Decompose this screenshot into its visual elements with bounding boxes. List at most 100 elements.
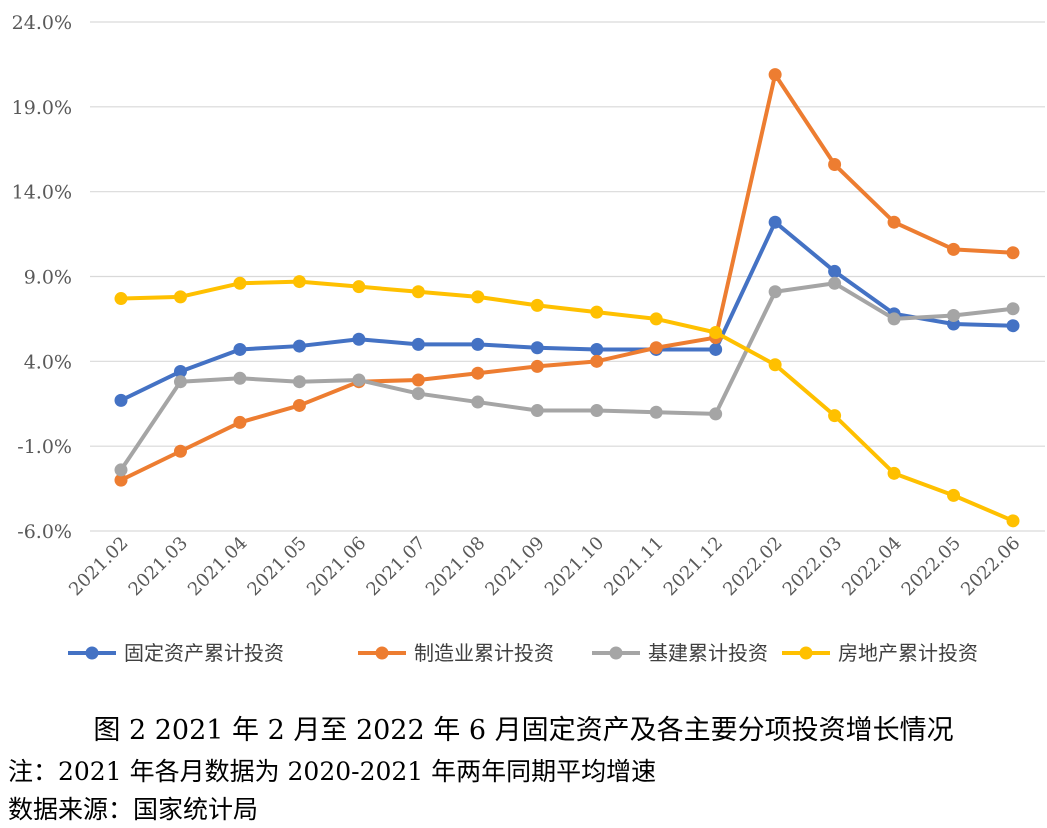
data-point	[114, 292, 128, 306]
legend-label: 房地产累计投资	[838, 641, 978, 665]
data-point	[352, 280, 366, 294]
data-point	[292, 375, 306, 389]
data-point	[649, 312, 663, 326]
data-point	[1006, 514, 1020, 528]
data-point	[233, 342, 247, 356]
data-point	[292, 398, 306, 412]
x-tick-label: 2021.07	[362, 533, 429, 600]
data-point	[114, 393, 128, 407]
x-tick-label: 2021.05	[243, 533, 310, 600]
legend-item: 固定资产累计投资	[68, 641, 284, 665]
data-point	[352, 332, 366, 346]
data-point	[709, 325, 723, 339]
data-point	[649, 341, 663, 355]
x-tick-label: 2022.04	[838, 533, 905, 600]
x-tick-label: 2021.10	[541, 533, 608, 600]
legend-item: 基建累计投资	[592, 641, 768, 665]
legend-marker	[799, 646, 813, 660]
data-point	[530, 404, 544, 418]
x-tick-label: 2022.05	[898, 533, 965, 600]
data-point	[887, 215, 901, 229]
data-point	[411, 285, 425, 299]
source-line: 数据来源：国家统计局	[8, 795, 259, 824]
x-tick-label: 2021.02	[65, 533, 132, 600]
data-point	[530, 341, 544, 355]
data-point	[709, 342, 723, 356]
x-tick-label: 2022.02	[719, 533, 786, 600]
series-3	[114, 275, 1020, 528]
data-point	[768, 358, 782, 372]
note-line: 注：2021 年各月数据为 2020-2021 年两年同期平均增速	[8, 757, 657, 786]
data-point	[887, 312, 901, 326]
legend: 固定资产累计投资 制造业累计投资 基建累计投资 房地产累计投资	[68, 641, 978, 665]
y-tick-label: 14.0%	[12, 182, 72, 204]
data-point	[590, 404, 604, 418]
x-tick-label: 2021.08	[422, 533, 489, 600]
data-point	[411, 373, 425, 387]
y-tick-label: 9.0%	[24, 267, 72, 289]
data-point	[471, 395, 485, 409]
legend-label: 基建累计投资	[648, 641, 768, 665]
data-point	[947, 309, 961, 323]
y-axis-ticks: 24.0% 19.0% 14.0% 9.0% 4.0% -1.0% -6.0%	[12, 12, 72, 543]
series-line	[120, 279, 1014, 523]
figure-caption: 图 2 2021 年 2 月至 2022 年 6 月固定资产及各主要分项投资增长…	[93, 715, 954, 746]
legend-marker	[85, 646, 99, 660]
data-point	[947, 242, 961, 256]
legend-label: 制造业累计投资	[414, 641, 554, 665]
data-point	[173, 375, 187, 389]
data-point	[411, 387, 425, 401]
y-tick-label: 4.0%	[24, 351, 72, 373]
x-tick-label: 2021.06	[303, 533, 370, 600]
x-tick-label: 2021.12	[660, 533, 727, 600]
data-point	[828, 276, 842, 290]
data-point	[590, 305, 604, 319]
data-point	[530, 298, 544, 312]
x-tick-label: 2021.03	[125, 533, 192, 600]
x-tick-label: 2022.06	[957, 533, 1024, 600]
y-tick-label: 24.0%	[12, 12, 72, 34]
series-group	[114, 68, 1020, 528]
series-1	[114, 68, 1020, 487]
x-tick-label: 2021.11	[600, 533, 667, 600]
data-point	[292, 275, 306, 289]
x-tick-label: 2021.04	[184, 533, 251, 600]
data-point	[471, 337, 485, 351]
data-point	[114, 463, 128, 477]
data-point	[649, 405, 663, 419]
legend-label: 固定资产累计投资	[124, 641, 284, 665]
data-point	[173, 444, 187, 458]
data-point	[411, 337, 425, 351]
data-point	[768, 68, 782, 82]
data-point	[233, 415, 247, 429]
data-point	[1006, 319, 1020, 333]
y-tick-label: -6.0%	[17, 521, 72, 543]
data-point	[471, 290, 485, 304]
data-point	[1006, 246, 1020, 260]
data-point	[292, 339, 306, 353]
y-tick-label: -1.0%	[17, 436, 72, 458]
data-point	[173, 290, 187, 304]
data-point	[709, 407, 723, 421]
data-point	[887, 466, 901, 480]
data-point	[1006, 302, 1020, 316]
data-point	[828, 409, 842, 423]
legend-item: 房地产累计投资	[782, 641, 978, 665]
series-line	[119, 281, 1014, 472]
data-point	[947, 488, 961, 502]
x-tick-label: 2022.03	[779, 533, 846, 600]
data-point	[530, 359, 544, 373]
data-point	[173, 365, 187, 379]
data-point	[233, 371, 247, 385]
series-2	[114, 276, 1020, 477]
data-point	[768, 285, 782, 299]
y-tick-label: 19.0%	[12, 97, 72, 119]
series-line	[120, 72, 1014, 482]
data-point	[233, 276, 247, 290]
data-point	[768, 215, 782, 229]
x-axis-ticks: 2021.022021.032021.042021.052021.062021.…	[65, 533, 1024, 600]
data-point	[114, 473, 128, 487]
data-point	[590, 342, 604, 356]
data-point	[828, 264, 842, 278]
data-point	[590, 354, 604, 368]
